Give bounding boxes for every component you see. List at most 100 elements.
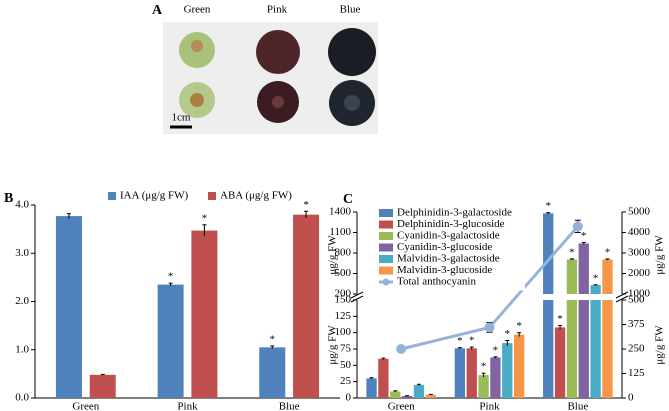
y-tick-label: 150 xyxy=(335,294,352,306)
bar xyxy=(602,259,613,294)
axis-break xyxy=(350,291,364,299)
y-tick-label: 800 xyxy=(335,247,352,259)
legend-box xyxy=(375,206,525,291)
significance-marker: * xyxy=(469,335,475,347)
fruit-photo xyxy=(256,30,300,74)
legend-swatch xyxy=(379,209,393,217)
legend-swatch xyxy=(108,192,116,200)
y-axis-label: μg/g FW xyxy=(327,235,339,275)
point xyxy=(572,221,583,232)
bar xyxy=(566,300,578,398)
axis-break xyxy=(350,295,364,303)
y-tick-label: 125 xyxy=(335,310,352,322)
y2-axis-label: μg/g FW xyxy=(654,235,666,275)
bar xyxy=(390,391,401,398)
x-tick-label: Green xyxy=(388,401,415,411)
x-tick-label: Blue xyxy=(567,401,588,411)
legend-swatch xyxy=(379,232,393,240)
significance-marker: * xyxy=(605,246,611,258)
significance-marker: * xyxy=(481,361,487,373)
legend-swatch xyxy=(379,243,393,252)
y-tick-label: 1.0 xyxy=(15,343,29,355)
y2-tick-label: 125 xyxy=(628,367,645,379)
significance-marker: * xyxy=(581,230,587,242)
bar xyxy=(602,300,613,398)
y2-tick-label: 4000 xyxy=(628,226,651,238)
y2-tick-label: 375 xyxy=(628,318,645,330)
legend-label: IAA (μg/g FW) xyxy=(120,190,189,202)
y-tick-label: 200 xyxy=(335,288,352,300)
column-label: Blue xyxy=(340,4,361,16)
legend-label: Cyanidin-3-galactoside xyxy=(397,230,500,242)
fruit-calyx xyxy=(344,95,360,111)
y2-tick-label: 2000 xyxy=(628,267,651,279)
bar xyxy=(578,300,589,398)
significance-marker: * xyxy=(593,272,599,284)
panel-a: A Green Pink Blue 1cm xyxy=(152,3,378,134)
legend-swatch xyxy=(208,192,216,200)
significance-marker: * xyxy=(545,200,551,212)
bar xyxy=(566,259,578,294)
y2-tick-label: 250 xyxy=(628,343,645,355)
significance-marker: * xyxy=(270,333,276,345)
bar xyxy=(191,230,218,398)
bar xyxy=(454,348,466,398)
y-tick-label: 25 xyxy=(340,375,352,387)
bar xyxy=(55,216,82,398)
y2-axis-label: μg/g FW xyxy=(654,325,666,365)
column-label: Pink xyxy=(267,4,288,16)
bar xyxy=(157,284,184,398)
significance-marker: * xyxy=(303,199,309,211)
y-tick-label: 75 xyxy=(340,343,352,355)
axis-break xyxy=(615,291,629,299)
axis-break xyxy=(615,295,629,303)
bar xyxy=(578,243,589,294)
y2-tick-label: 500 xyxy=(628,294,645,306)
fruit-calyx xyxy=(191,40,203,52)
panel-label: A xyxy=(152,3,163,18)
fruit-calyx xyxy=(272,96,284,108)
legend-swatch xyxy=(379,255,393,263)
legend-label: Cyanidin-3-glucoside xyxy=(397,241,492,253)
x-tick-label: Pink xyxy=(479,401,500,411)
point xyxy=(396,344,407,354)
y-tick-label: 100 xyxy=(335,326,352,338)
legend-swatch xyxy=(382,278,390,286)
y-tick-label: 4.0 xyxy=(15,199,29,211)
bar xyxy=(366,378,377,398)
bar xyxy=(513,334,525,398)
panel-label: C xyxy=(343,192,353,207)
bar xyxy=(543,213,554,294)
fruit-photo xyxy=(328,28,376,76)
y-tick-label: 1400 xyxy=(329,206,352,218)
bar xyxy=(490,357,501,398)
bar xyxy=(401,396,413,398)
y2-tick-label: 0 xyxy=(628,392,634,404)
y2-tick-label: 1000 xyxy=(628,288,651,300)
legend-label: Delphinidin-3-glucoside xyxy=(397,218,505,230)
significance-marker: * xyxy=(557,313,563,325)
significance-marker: * xyxy=(493,344,499,356)
bar xyxy=(554,327,566,398)
legend-label: Malvidin-3-galactoside xyxy=(397,253,500,265)
bar xyxy=(543,300,554,398)
y-tick-label: 3.0 xyxy=(15,247,29,259)
x-tick-label: Blue xyxy=(279,401,300,411)
legend-swatch xyxy=(379,266,393,275)
legend-swatch xyxy=(379,220,393,229)
y-tick-label: 50 xyxy=(340,359,352,371)
legend-label: Total anthocyanin xyxy=(397,276,476,288)
y-tick-label: 500 xyxy=(335,267,352,279)
y-tick-label: 0 xyxy=(346,392,352,404)
fruit-calyx xyxy=(190,93,204,107)
bar xyxy=(502,343,513,398)
bar xyxy=(590,300,601,398)
bar xyxy=(478,375,489,398)
bar xyxy=(378,358,389,398)
panel-label: B xyxy=(4,191,13,206)
x-tick-label: Pink xyxy=(177,401,198,411)
bar xyxy=(293,214,320,398)
bar xyxy=(590,285,601,294)
y-tick-label: 1100 xyxy=(329,226,351,238)
